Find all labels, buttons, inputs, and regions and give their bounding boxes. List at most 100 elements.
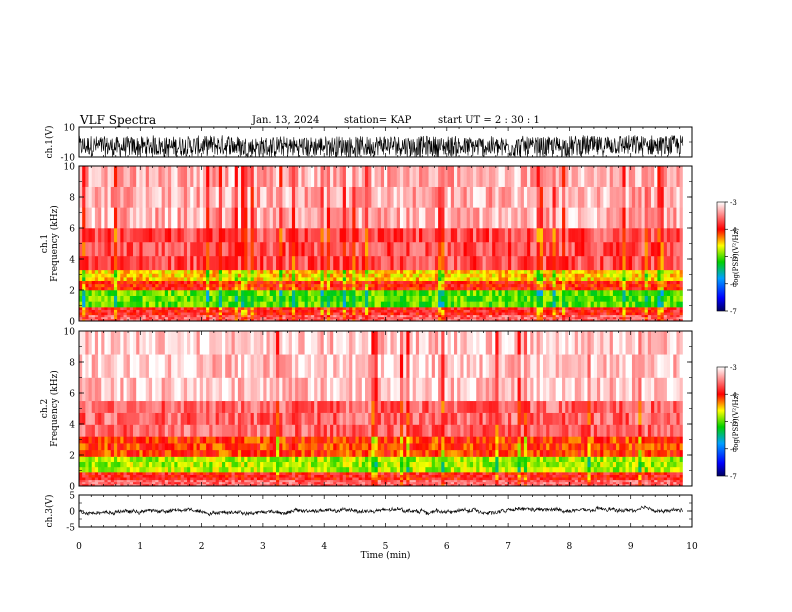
ch1-spec-cell <box>412 316 417 320</box>
ch1-spec-cell <box>444 301 448 308</box>
ch1-spec-cell <box>660 312 665 316</box>
ch1-spec-cell <box>129 312 134 316</box>
ch2-spec-cell <box>79 449 83 457</box>
ch1-spec-cell <box>406 307 410 310</box>
ch2-spec-cell <box>183 436 188 444</box>
ch1-spec-cell <box>148 316 153 320</box>
ch1-spec-cell <box>393 228 398 243</box>
ch1-spec-cell <box>568 283 572 288</box>
ch1-spec-cell <box>193 318 197 322</box>
ch1-spec-cell <box>555 277 560 281</box>
ch1-spec-cell <box>612 301 617 308</box>
ch1-spec-cell <box>441 318 445 322</box>
ch1-spec-cell <box>139 283 143 288</box>
ch1-spec-cell <box>514 307 518 310</box>
ch1-spec-cell <box>625 277 630 281</box>
ch1-spec-cell <box>380 273 385 278</box>
ch2-spec-cell <box>161 481 166 485</box>
ch1-spec-cell <box>609 314 614 318</box>
ch2-spec-cell <box>136 424 140 437</box>
ch2-spec-cell <box>117 331 121 355</box>
ch1-spec-cell <box>196 301 201 308</box>
ch1-spec-cell <box>571 273 576 278</box>
ch1-spec-cell <box>85 318 89 322</box>
ch1-spec-cell <box>473 316 477 320</box>
ch1-spec-cell <box>256 309 261 313</box>
ch1-spec-cell <box>577 283 582 288</box>
ch1-spec-cell <box>647 241 652 257</box>
ch1-spec-cell <box>377 312 382 316</box>
ch1-spec-cell <box>139 290 143 296</box>
ch1-spec-cell <box>409 307 413 310</box>
ch1-spec-cell <box>453 228 458 243</box>
ch1-spec-cell <box>447 186 452 208</box>
ch1-spec-cell <box>199 280 204 285</box>
ch2-spec-cell <box>104 331 108 355</box>
ch2-spec-cell <box>190 466 194 473</box>
ch1-spec-cell <box>82 277 86 281</box>
ch1-spec-cell <box>190 301 194 308</box>
ch2-spec-cell <box>174 377 178 402</box>
ch1-spec-cell <box>190 286 194 291</box>
ch1-spec-cell <box>612 312 617 316</box>
ch1-spec-cell <box>365 255 369 271</box>
ch1-spec-cell <box>530 186 534 208</box>
ch1-spec-cell <box>133 309 137 313</box>
ch1-spec-cell <box>361 277 366 281</box>
ch1-spec-cell <box>247 186 251 208</box>
ch1-spec-cell <box>527 166 531 187</box>
ch1-spec-cell <box>142 290 147 296</box>
ch2-spec-cell <box>152 354 156 378</box>
ch1-spec-cell <box>542 207 547 229</box>
ch1-spec-cell <box>148 318 153 322</box>
ch1-spec-cell <box>88 283 93 288</box>
ch2-spec-cell <box>161 456 166 463</box>
ch1-spec-cell <box>463 269 468 274</box>
ch1-spec-cell <box>136 314 140 318</box>
ch1-spec-cell <box>517 280 522 285</box>
ch1-spec-cell <box>447 312 452 316</box>
ch1-spec-cell <box>412 241 417 257</box>
ch1-spec-cell <box>485 255 490 271</box>
ch1-spec-cell <box>380 318 385 322</box>
ch1-spec-cell <box>457 286 461 291</box>
ch1-spec-cell <box>606 301 611 308</box>
ch2-spec-cell <box>187 412 191 425</box>
ch1-spec-cell <box>317 277 321 281</box>
ch1-spec-cell <box>552 301 556 308</box>
ch1-spec-cell <box>222 295 226 302</box>
ch1-spec-cell <box>625 307 630 310</box>
ch1-spec-cell <box>609 312 614 316</box>
ch1-spec-cell <box>482 207 487 229</box>
ch1-spec-cell <box>339 269 344 274</box>
ch1-spec-cell <box>393 307 398 310</box>
ch1-spec-cell <box>546 286 550 291</box>
ch2-spec-cell <box>167 479 172 483</box>
ch1-spec-cell <box>180 301 185 308</box>
ch1-spec-cell <box>431 307 436 310</box>
ch1-spec-cell <box>444 255 448 271</box>
ch1-spec-cell <box>152 295 156 302</box>
ch1-spec-cell <box>88 273 93 278</box>
ch1-spec-cell <box>142 316 147 320</box>
ch1-spec-cell <box>546 269 550 274</box>
ch1-spec-cell <box>256 280 261 285</box>
ch1-spec-cell <box>476 314 480 318</box>
ch1-spec-cell <box>196 277 201 281</box>
ch1-spec-cell <box>571 255 576 271</box>
ch2-spec-cell <box>123 377 127 402</box>
ch1-spec-cell <box>396 207 401 229</box>
ch1-spec-cell <box>206 207 210 229</box>
ch1-spec-cell <box>536 307 541 310</box>
ch1-spec-cell <box>485 283 490 288</box>
ch1-spec-cell <box>288 280 293 285</box>
ch1-spec-cell <box>358 307 363 310</box>
ch1-spec-cell <box>256 318 261 322</box>
ch1-spec-cell <box>504 228 509 243</box>
ch1-spec-cell <box>133 312 137 316</box>
ch1-spec-cell <box>145 318 150 322</box>
ch2-spec-cell <box>123 474 127 478</box>
ch1-spec-cell <box>597 255 601 271</box>
ch1-spec-cell <box>256 301 261 308</box>
ch2-spec-cell <box>193 479 197 483</box>
